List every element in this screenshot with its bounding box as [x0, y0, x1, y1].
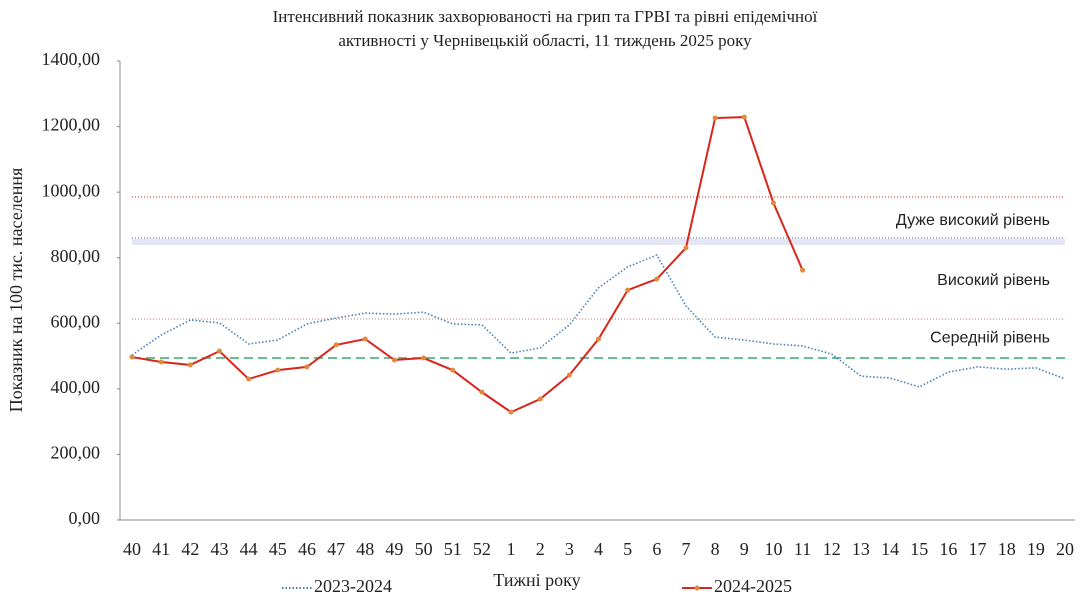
y-tick-label: 800,00: [51, 246, 101, 266]
x-tick-label: 50: [415, 539, 433, 559]
point: [508, 409, 514, 415]
y-tick-label: 400,00: [51, 377, 101, 397]
point: [362, 336, 368, 342]
x-tick-label: 51: [444, 539, 462, 559]
x-tick-label: 10: [764, 539, 782, 559]
point: [712, 115, 718, 121]
point: [246, 376, 252, 382]
x-tick-label: 48: [356, 539, 374, 559]
point: [741, 114, 747, 120]
y-tick-label: 200,00: [51, 443, 101, 463]
series-line: [131, 116, 804, 414]
annotation: Дуже високий рівень: [896, 212, 1050, 229]
y-axis-title: Показник на 100 тис. населення: [6, 168, 26, 413]
chart-title: Інтенсивний показник захворюваності на г…: [273, 7, 818, 26]
x-tick-label: 40: [123, 539, 141, 559]
point: [450, 367, 456, 373]
x-tick-label: 42: [181, 539, 199, 559]
x-tick-label: 15: [910, 539, 928, 559]
point: [158, 359, 164, 365]
x-tick-label: 19: [1027, 539, 1045, 559]
x-tick-label: 47: [327, 539, 345, 559]
x-tick-label: 3: [565, 539, 574, 559]
point: [304, 364, 310, 370]
x-tick-label: 8: [711, 539, 720, 559]
y-tick-label: 1200,00: [42, 115, 101, 135]
point: [596, 336, 601, 342]
x-tick-label: 12: [823, 539, 841, 559]
point: [216, 348, 222, 354]
legend-marker: [694, 585, 700, 591]
point: [187, 362, 193, 368]
point: [479, 389, 485, 395]
legend-label: 2024-2025: [714, 576, 792, 596]
x-tick-label: 7: [681, 539, 690, 559]
x-tick-label: 17: [969, 539, 987, 559]
x-tick-label: 44: [240, 539, 258, 559]
x-tick-label: 49: [385, 539, 403, 559]
x-tick-label: 11: [794, 539, 811, 559]
x-tick-label: 20: [1056, 539, 1074, 559]
y-tick-label: 0,00: [69, 508, 101, 528]
point: [566, 372, 572, 378]
point: [625, 287, 631, 293]
point: [391, 357, 397, 363]
x-tick-label: 9: [740, 539, 749, 559]
y-tick-label: 600,00: [51, 311, 101, 331]
x-tick-label: 2: [536, 539, 545, 559]
annotation: Середній рівень: [930, 329, 1050, 346]
y-tick-label: 1000,00: [42, 180, 101, 200]
point: [333, 342, 339, 348]
x-tick-label: 16: [939, 539, 957, 559]
x-tick-label: 45: [269, 539, 287, 559]
x-tick-label: 5: [623, 539, 632, 559]
point: [537, 396, 543, 402]
point: [129, 354, 135, 360]
x-tick-label: 52: [473, 539, 491, 559]
point: [683, 245, 689, 251]
point: [800, 267, 806, 273]
point: [770, 200, 776, 206]
series-line: [131, 254, 1066, 388]
x-tick-label: 46: [298, 539, 316, 559]
x-tick-label: 1: [507, 539, 516, 559]
x-tick-label: 41: [152, 539, 170, 559]
legend-label: 2023-2024: [314, 576, 392, 596]
point: [421, 355, 427, 361]
x-tick-label: 13: [852, 539, 870, 559]
x-tick-label: 14: [881, 539, 899, 559]
x-tick-label: 6: [652, 539, 661, 559]
x-tick-label: 4: [594, 539, 603, 559]
x-tick-label: 18: [998, 539, 1016, 559]
y-tick-label: 1400,00: [42, 49, 101, 69]
x-axis-title: Тижні року: [493, 570, 580, 590]
x-tick-label: 43: [210, 539, 228, 559]
point: [275, 367, 281, 373]
annotation: Високий рівень: [937, 272, 1050, 289]
chart-subtitle: активності у Чернівецькій області, 11 ти…: [338, 31, 752, 50]
point: [654, 276, 660, 282]
